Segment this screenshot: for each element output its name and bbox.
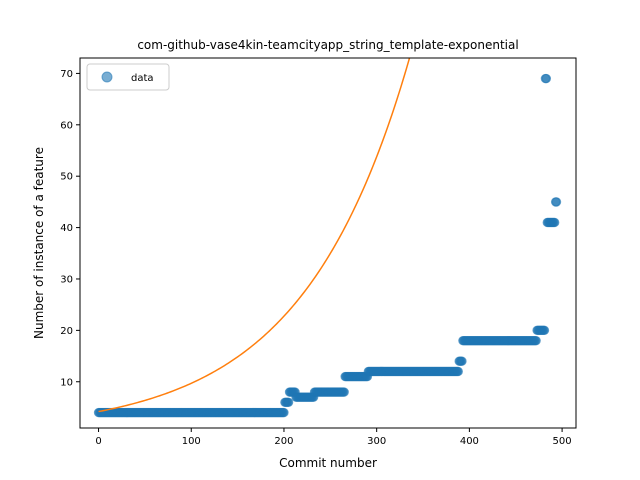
y-axis-label: Number of instance of a feature bbox=[32, 147, 46, 339]
legend-box bbox=[86, 63, 170, 91]
legend-label-data: data bbox=[131, 73, 154, 84]
series-layer bbox=[93, 58, 562, 418]
data-point bbox=[283, 397, 294, 408]
x-axis-label: Commit number bbox=[279, 456, 377, 470]
data-point bbox=[541, 73, 552, 84]
data-point bbox=[453, 366, 463, 377]
y-tick-label: 30 bbox=[60, 274, 73, 285]
plot-frame bbox=[79, 57, 577, 429]
y-tick-label: 50 bbox=[60, 172, 73, 183]
y-tick-label: 60 bbox=[60, 120, 73, 131]
data-point bbox=[339, 387, 349, 397]
data-point bbox=[531, 335, 541, 346]
x-tick-label: 500 bbox=[553, 436, 572, 447]
y-axis: 10 20 30 40 50 60 70 bbox=[60, 69, 80, 388]
x-tick-label: 200 bbox=[274, 436, 293, 447]
y-tick-label: 20 bbox=[60, 326, 73, 337]
legend-marker bbox=[101, 71, 113, 83]
y-tick-label: 10 bbox=[60, 377, 73, 388]
x-tick-label: 100 bbox=[182, 436, 201, 447]
data-point bbox=[457, 356, 467, 366]
x-tick-label: 300 bbox=[367, 436, 386, 447]
x-tick-label: 400 bbox=[460, 436, 479, 447]
fit-line bbox=[98, 58, 411, 413]
x-tick-label: 0 bbox=[95, 436, 101, 447]
x-axis: 0 100 200 300 400 500 bbox=[95, 428, 572, 447]
y-tick-label: 70 bbox=[60, 69, 73, 80]
data-point bbox=[279, 407, 289, 418]
data-point bbox=[549, 217, 560, 228]
data-point bbox=[539, 325, 550, 336]
chart-title: com-github-vase4kin-teamcityapp_string_t… bbox=[137, 38, 518, 52]
y-tick-label: 40 bbox=[60, 223, 73, 234]
data-point bbox=[551, 197, 562, 207]
legend: data bbox=[86, 63, 170, 91]
